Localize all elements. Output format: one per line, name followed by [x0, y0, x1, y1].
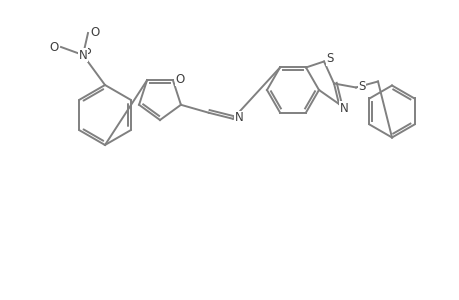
- Text: O: O: [90, 26, 100, 38]
- Text: N: N: [78, 49, 87, 62]
- Text: S: S: [358, 80, 365, 93]
- Text: O: O: [175, 73, 184, 86]
- Text: N: N: [339, 101, 347, 115]
- Text: O: O: [49, 40, 58, 53]
- Text: S: S: [325, 52, 333, 65]
- Text: N: N: [234, 111, 243, 124]
